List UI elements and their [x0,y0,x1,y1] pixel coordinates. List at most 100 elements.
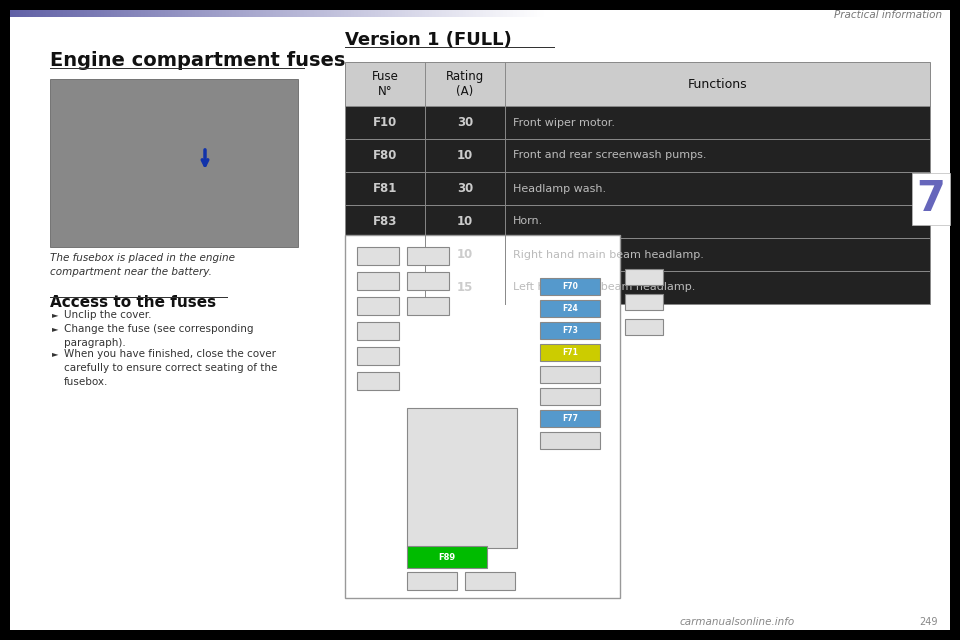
Bar [307,10,308,17]
Bar [339,10,340,17]
Bar [81,10,82,17]
Bar [440,10,441,17]
Text: F54: F54 [372,281,397,294]
Bar [338,10,339,17]
Bar [399,10,400,17]
Bar [423,10,424,17]
Text: F70: F70 [562,282,578,291]
Bar [348,10,349,17]
Bar [456,10,457,17]
Bar [318,10,319,17]
Bar [429,10,430,17]
Bar [469,10,470,17]
Bar [92,10,93,17]
Bar [16,10,17,17]
Bar [912,173,950,225]
Bar [25,10,26,17]
Bar [418,10,419,17]
Bar [229,10,230,17]
Bar [73,10,74,17]
Bar [473,10,474,17]
Bar [470,10,471,17]
Bar [451,10,452,17]
Bar [33,10,34,17]
Bar [235,10,236,17]
Bar [118,10,119,17]
Bar [135,10,136,17]
Bar [486,10,487,17]
Bar [421,10,422,17]
Bar [352,10,353,17]
Bar [189,10,190,17]
Bar [476,10,477,17]
Bar [214,10,215,17]
Bar [83,10,84,17]
Bar [410,10,411,17]
Bar [305,10,306,17]
Bar [45,10,46,17]
Bar [256,10,257,17]
Bar [210,10,211,17]
Bar [153,10,154,17]
Bar [417,10,418,17]
Bar [267,10,268,17]
Bar [420,10,421,17]
Bar [432,10,433,17]
Bar [389,10,390,17]
Bar [215,10,216,17]
Bar [529,10,530,17]
Bar [331,10,332,17]
Bar [277,10,278,17]
Bar [345,139,930,172]
Bar [357,247,399,265]
Bar [442,10,443,17]
Bar [182,10,183,17]
Bar [396,10,397,17]
Bar [107,10,108,17]
Bar [198,10,199,17]
Bar [537,10,538,17]
Bar [540,300,600,317]
Bar [181,10,182,17]
Bar [365,10,366,17]
Bar [191,10,192,17]
Bar [42,10,43,17]
Bar [127,10,128,17]
Bar [140,10,141,17]
Bar [407,247,449,265]
Text: ►: ► [52,324,59,333]
Bar [357,372,399,390]
Bar [122,10,123,17]
Bar [54,10,55,17]
Bar [123,10,124,17]
Bar [219,10,220,17]
Bar [512,10,513,17]
Bar [226,10,227,17]
Bar [162,10,163,17]
Bar [173,10,174,17]
Bar [91,10,92,17]
Bar [58,10,59,17]
Text: F83: F83 [372,215,397,228]
Text: 249: 249 [920,617,938,627]
Bar [482,10,483,17]
Bar [259,10,260,17]
Bar [220,10,221,17]
Bar [463,10,464,17]
Bar [533,10,534,17]
Bar [449,10,450,17]
Bar [322,10,323,17]
Bar [48,10,49,17]
Bar [526,10,527,17]
Bar [133,10,134,17]
Text: F10: F10 [372,116,397,129]
Bar [38,10,39,17]
Bar [314,10,315,17]
Text: 30: 30 [457,182,473,195]
Text: carmanualsonline.info: carmanualsonline.info [680,617,795,627]
Bar [414,10,415,17]
Bar [483,10,484,17]
Bar [59,10,60,17]
Bar [344,10,345,17]
Bar [459,10,460,17]
